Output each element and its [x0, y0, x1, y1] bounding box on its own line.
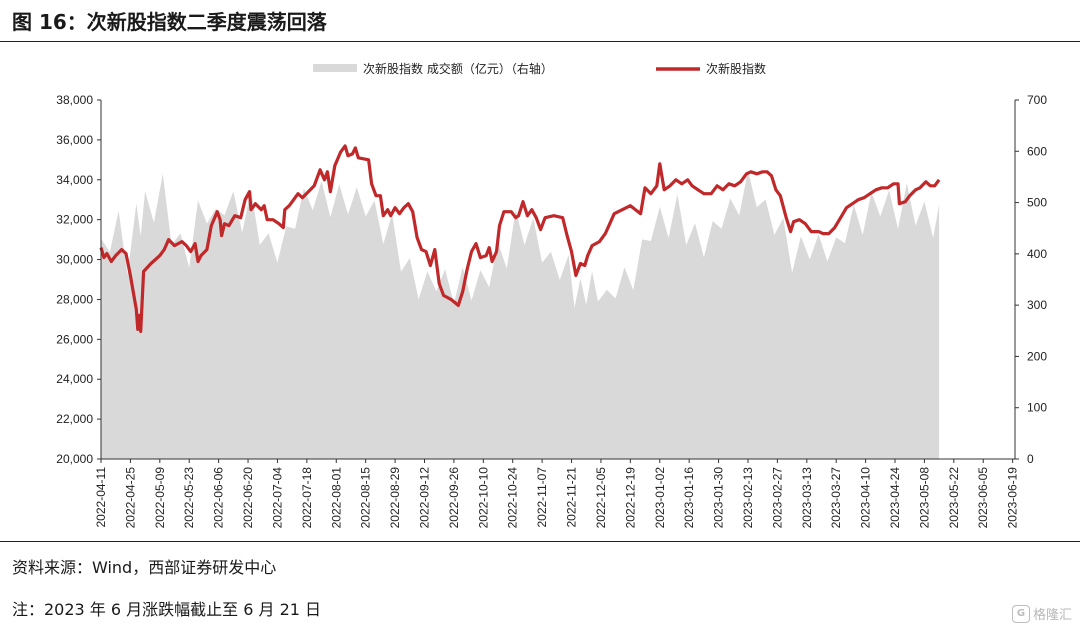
x-tick-label: 2022-04-11	[94, 467, 108, 528]
x-tick-label: 2023-02-27	[770, 467, 784, 529]
x-tick-label: 2022-05-23	[182, 467, 196, 529]
x-tick-label: 2023-01-16	[682, 467, 696, 529]
y-left-tick-label: 36,000	[56, 133, 93, 147]
y-right-tick-label: 100	[1027, 401, 1047, 415]
index-line	[99, 144, 941, 333]
y-right-tick-label: 200	[1027, 349, 1047, 363]
source-note: 资料来源：Wind，西部证券研发中心	[12, 558, 277, 577]
figure-title: 图 16：次新股指数二季度震荡回落	[12, 10, 327, 34]
turnover-area-layer	[101, 170, 940, 460]
x-tick-label: 2023-01-02	[653, 467, 667, 529]
watermark-text: 格隆汇	[1032, 608, 1072, 623]
y-left-tick-label: 28,000	[56, 292, 93, 306]
chart: 20,000 22,000 24,000 26,000 28,000 30,000 32,0…	[56, 61, 1047, 528]
legend-label-turnover: 次新股指数 成交额（亿元）（右轴）	[363, 61, 553, 76]
y-right-tick-label: 0	[1027, 452, 1034, 466]
x-tick-label: 2022-12-19	[623, 467, 637, 529]
x-tick-label: 2022-10-24	[506, 467, 520, 529]
x-tick-label: 2023-03-27	[829, 467, 843, 529]
x-tick-label: 2022-10-10	[476, 467, 490, 529]
x-tick-label: 2022-12-05	[594, 467, 608, 529]
x-tick-label: 2022-06-06	[212, 467, 226, 529]
x-tick-label: 2022-11-07	[535, 467, 549, 528]
x-tick-label: 2023-02-13	[741, 467, 755, 529]
x-tick-label: 2023-03-13	[800, 467, 814, 529]
x-tick-label: 2023-04-24	[888, 467, 902, 529]
x-tick-label: 2022-07-04	[270, 467, 284, 529]
watermark-logo-icon: G	[1011, 604, 1030, 623]
y-left-tick-label: 32,000	[56, 213, 93, 227]
y-left-tick-label: 26,000	[56, 332, 93, 346]
y-left-tick-label: 30,000	[56, 253, 93, 267]
y-right-tick-label: 700	[1027, 93, 1047, 107]
x-tick-label: 2023-06-05	[976, 467, 990, 529]
title-rule	[0, 41, 1080, 42]
index-line-layer	[99, 144, 941, 333]
y-right-tick-label: 500	[1027, 196, 1047, 210]
x-tick-label: 2022-08-01	[329, 467, 343, 529]
x-tick-label: 2022-06-20	[241, 467, 255, 529]
x-tick-label: 2023-06-19	[1006, 467, 1020, 529]
x-tick-label: 2023-05-22	[947, 467, 961, 529]
legend-label-index: 次新股指数	[706, 61, 766, 76]
x-tick-label: 2022-09-26	[447, 467, 461, 529]
x-tick-label: 2022-07-18	[300, 467, 314, 529]
remark-note: 注：2023 年 6 月涨跌幅截止至 6 月 21 日	[12, 600, 322, 619]
turnover-area	[101, 170, 940, 460]
y-left-tick-label: 38,000	[56, 93, 93, 107]
axis-layer: 20,000 22,000 24,000 26,000 28,000 30,000 32,0…	[56, 93, 1047, 528]
legend: 次新股指数 成交额（亿元）（右轴） 次新股指数	[313, 61, 766, 76]
x-tick-label: 2022-09-12	[417, 467, 431, 529]
watermark: G 格隆汇	[1011, 604, 1072, 623]
legend-swatch-turnover	[313, 64, 357, 72]
x-tick-label: 2022-05-09	[153, 467, 167, 529]
x-tick-label: 2023-04-10	[859, 467, 873, 529]
y-right-tick-label: 300	[1027, 298, 1047, 312]
x-tick-label: 2022-11-21	[565, 467, 579, 528]
y-left-tick-label: 20,000	[56, 452, 93, 466]
y-right-tick-label: 600	[1027, 144, 1047, 158]
y-left-tick-label: 24,000	[56, 372, 93, 386]
x-tick-label: 2023-01-30	[712, 467, 726, 529]
x-tick-label: 2022-08-15	[359, 467, 373, 529]
x-tick-label: 2022-08-29	[388, 467, 402, 529]
y-left-tick-label: 34,000	[56, 173, 93, 187]
footer-rule	[0, 541, 1080, 542]
y-left-tick-label: 22,000	[56, 412, 93, 426]
x-tick-label: 2022-04-25	[123, 467, 137, 529]
y-right-tick-label: 400	[1027, 247, 1047, 261]
x-tick-label: 2023-05-08	[917, 467, 931, 529]
